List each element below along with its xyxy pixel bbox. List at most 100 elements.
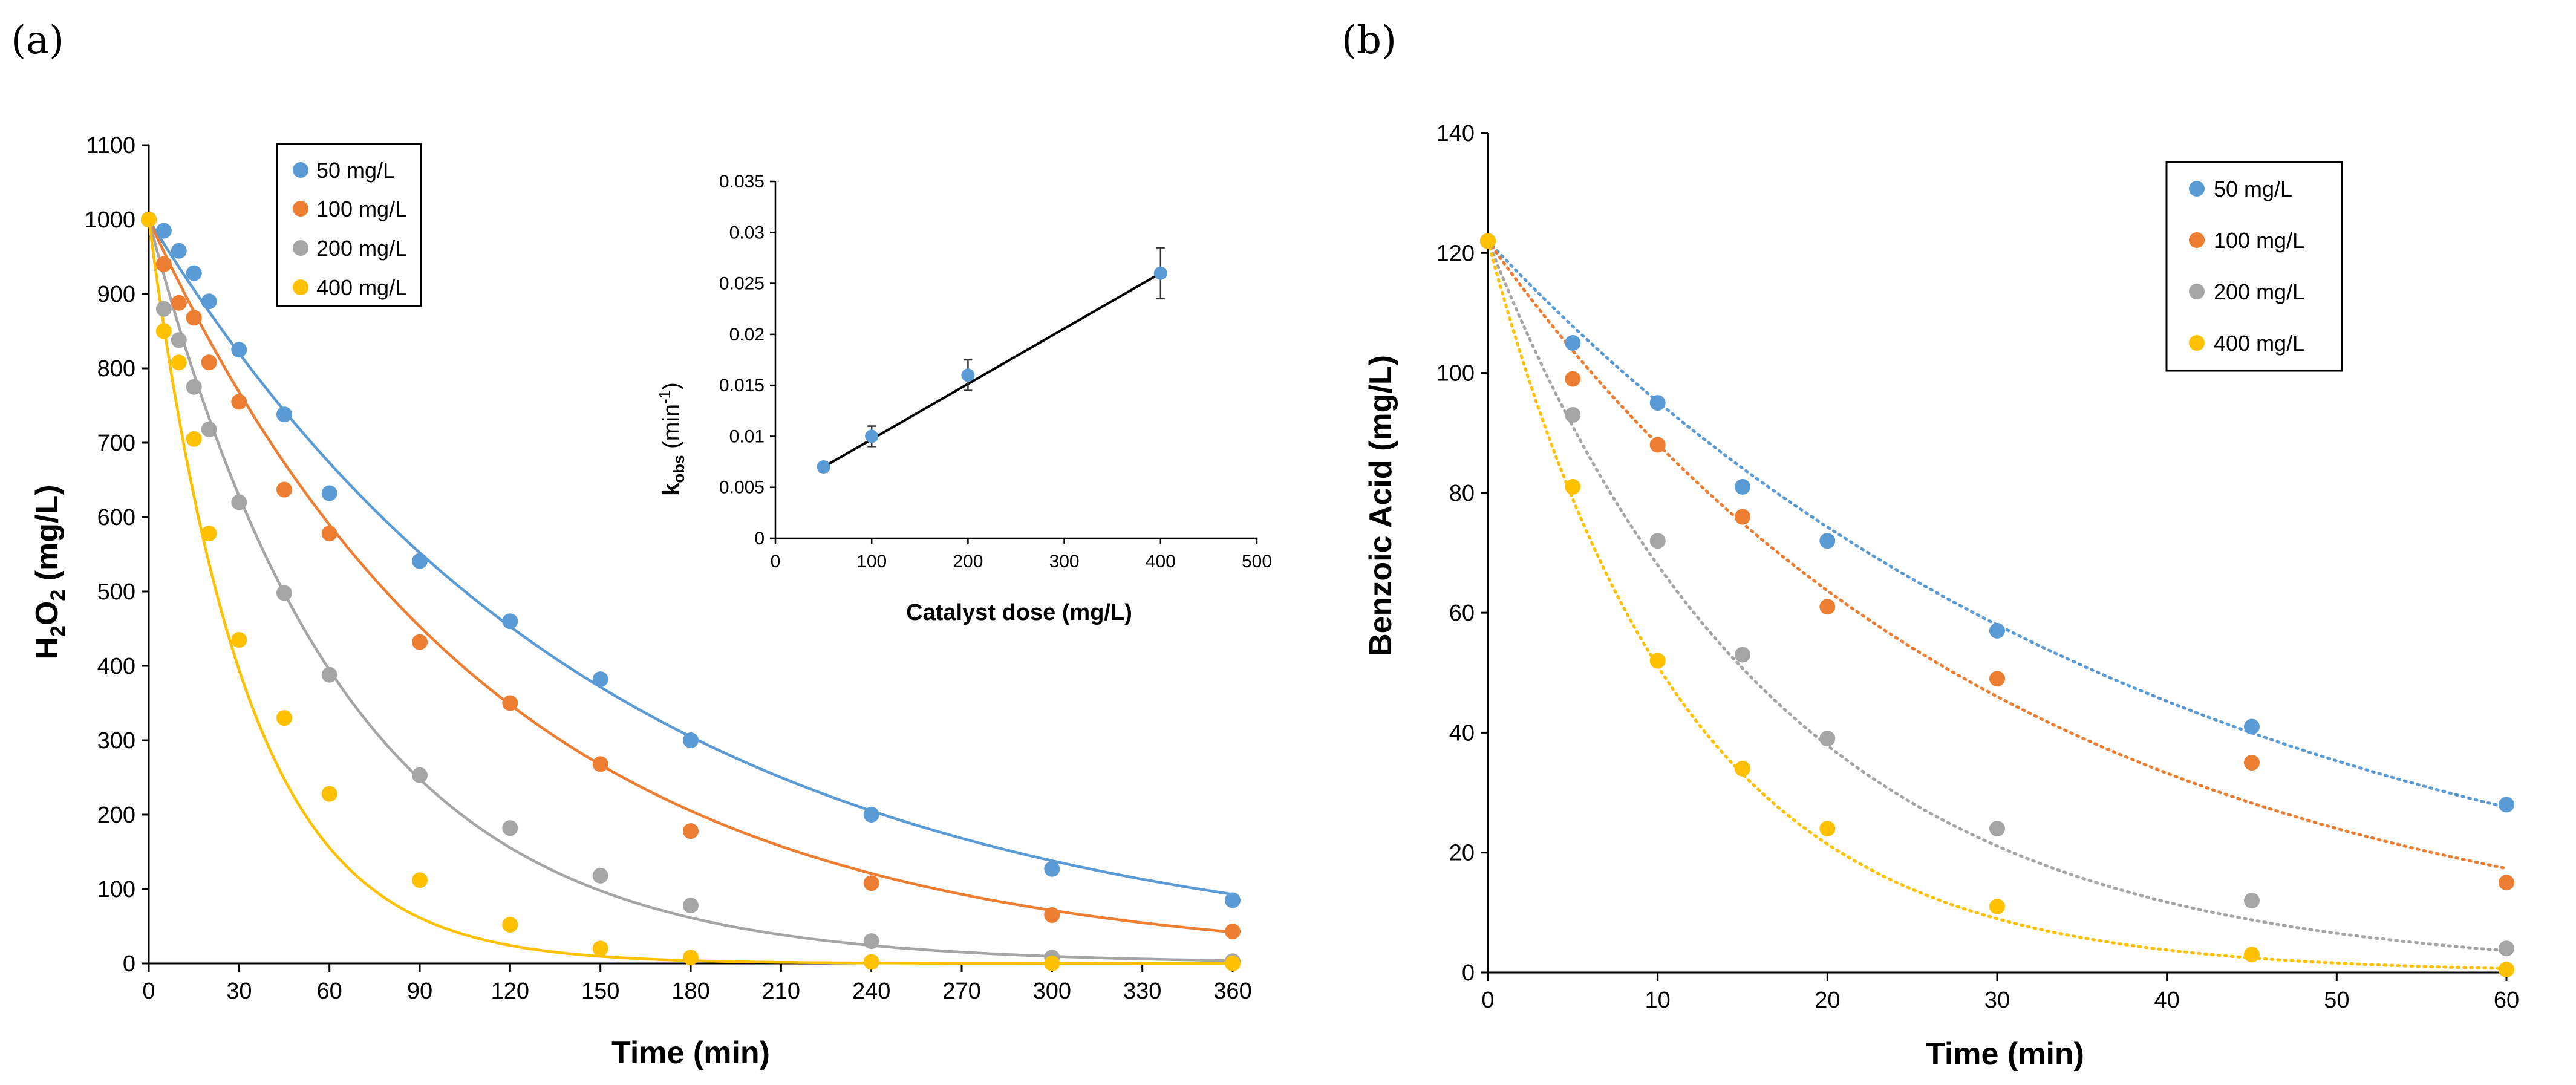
data-point-50: [2499, 797, 2514, 813]
data-point-400: [1225, 956, 1241, 971]
inset-x-tick-label: 300: [1049, 552, 1080, 572]
inset-x-tick-label: 100: [856, 552, 887, 572]
data-point-400: [231, 632, 247, 648]
data-point-100: [412, 634, 428, 650]
y-tick-label: 100: [97, 877, 135, 902]
data-point-50: [276, 406, 292, 423]
data-point-200: [863, 933, 879, 950]
data-point-50: [231, 342, 247, 358]
x-tick-label: 330: [1123, 979, 1161, 1004]
data-point-100: [592, 756, 608, 772]
y-tick-label: 20: [1449, 841, 1475, 866]
data-point-100: [186, 310, 202, 326]
data-point-200: [1649, 533, 1666, 549]
data-point-200: [1735, 647, 1750, 663]
fit-curve-200: [1486, 239, 2508, 953]
x-tick-label: 60: [317, 979, 342, 1004]
fit-curves-a: [147, 218, 1233, 965]
data-point-100: [1225, 924, 1241, 940]
data-point-400: [592, 940, 608, 957]
data-point-50: [186, 265, 202, 281]
fit-curve-50: [1486, 239, 2508, 809]
data-point-100: [231, 394, 247, 410]
data-point-200: [321, 666, 337, 683]
chart-panel-b: 0 20 40 60 80 100 120 140 0 10 20 30 40 50 60 Time (m…: [1363, 121, 2519, 1072]
data-point-100: [683, 823, 699, 839]
data-point-50: [2244, 718, 2260, 735]
y-tick-label: 800: [97, 356, 135, 382]
data-point-200: [276, 585, 292, 601]
data-point-200: [1565, 407, 1581, 423]
legend-label-400-b: 400 mg/L: [2214, 331, 2304, 356]
data-point-200: [683, 898, 699, 914]
inset-y-tick-label: 0.015: [719, 376, 765, 396]
y-tick-label: 200: [97, 803, 135, 828]
data-point-100: [201, 354, 217, 371]
legend-label-400: 400 mg/L: [316, 275, 407, 300]
data-point-50: [321, 485, 337, 501]
x-axis-label-b: Time (min): [1926, 1037, 2084, 1072]
x-tick-label: 60: [2494, 988, 2519, 1013]
data-point-100: [1819, 599, 1836, 615]
x-tick-label: 0: [142, 979, 155, 1004]
inset-y-tick-label: 0: [754, 529, 765, 549]
data-point-100: [276, 481, 292, 498]
legend-marker-50-b: [2189, 181, 2205, 197]
fit-curves-b: [1486, 239, 2508, 970]
data-point-200: [1989, 821, 2005, 837]
data-point-200: [2499, 940, 2514, 957]
data-point-400: [1735, 760, 1750, 777]
y-tick-label: 100: [1436, 361, 1475, 386]
x-tick-label: 10: [1645, 988, 1671, 1013]
data-point-400: [276, 710, 292, 726]
y-axis-label-a: H2O2 (mg/L): [30, 484, 70, 659]
fit-curve-100: [1486, 239, 2508, 870]
data-point-400: [171, 354, 187, 371]
data-point-200: [2244, 893, 2260, 908]
x-tick-label: 150: [581, 979, 619, 1004]
x-axis-b: 0 10 20 30 40 50 60: [1481, 971, 2519, 1013]
inset-x-tick-label: 400: [1146, 552, 1176, 572]
inset-y-tick-label: 0.025: [719, 274, 765, 294]
inset-data-point: [817, 460, 830, 474]
legend-b: 50 mg/L 100 mg/L 200 mg/L 400 mg/L: [2165, 161, 2343, 372]
data-point-50: [1044, 861, 1060, 877]
fit-curve-200: [147, 219, 1233, 962]
data-point-200: [201, 421, 217, 437]
inset-data-point: [1153, 266, 1167, 280]
data-point-50: [502, 613, 518, 630]
data-point-50: [1735, 478, 1750, 495]
data-point-400: [502, 917, 518, 933]
y-tick-label: 700: [97, 431, 135, 456]
data-point-400: [321, 786, 337, 802]
x-tick-label: 300: [1033, 979, 1071, 1004]
y-tick-label: 500: [97, 579, 135, 605]
data-point-400: [683, 950, 699, 966]
data-point-100: [2244, 755, 2260, 771]
x-tick-label: 270: [942, 979, 980, 1004]
inset-y-tick-label: 0.01: [729, 426, 765, 446]
legend-label-50: 50 mg/L: [316, 158, 395, 183]
data-point-200: [171, 332, 187, 348]
inset-data-point: [961, 368, 975, 382]
inset-y-tick-label: 0.005: [719, 478, 765, 498]
x-tick-label: 40: [2154, 988, 2180, 1013]
legend-marker-100-b: [2189, 232, 2205, 248]
data-point-50: [171, 243, 187, 259]
data-point-400: [1044, 956, 1060, 971]
data-point-200: [155, 301, 172, 317]
data-point-400: [1819, 821, 1836, 837]
panel-label-b: (b): [1342, 18, 1397, 63]
data-point-400: [412, 872, 428, 888]
y-tick-label: 300: [97, 728, 135, 754]
data-point-100: [155, 256, 172, 272]
x-tick-label: 30: [1984, 988, 2010, 1013]
inset-data-point: [865, 429, 879, 443]
data-point-100: [1989, 671, 2005, 687]
data-point-400: [2244, 947, 2260, 963]
y-tick-label: 400: [97, 654, 135, 679]
fit-curve-400: [1486, 239, 2508, 970]
data-point-50: [155, 223, 172, 239]
data-point-200: [231, 494, 247, 510]
